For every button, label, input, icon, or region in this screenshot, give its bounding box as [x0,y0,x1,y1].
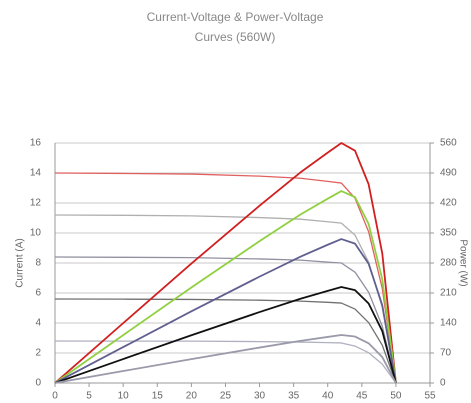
y-tick-label: 0 [35,378,41,389]
y2-tick-label: 350 [440,228,457,239]
current-curve [54,172,397,384]
chart-title: Current-Voltage & Power-Voltage [147,10,324,24]
chart-subtitle: Curves (560W) [195,30,276,44]
x-tick-label: 45 [356,391,368,402]
power-curve [54,286,397,384]
y2-tick-label: 210 [440,288,457,299]
y-tick-label: 10 [30,228,42,239]
y-axis-title: Current (A) [15,238,26,287]
x-tick-label: 40 [322,391,334,402]
y-tick-label: 16 [30,138,42,149]
current-curve [54,298,397,384]
y-tick-label: 6 [35,288,41,299]
y-tick-label: 8 [35,258,41,269]
x-tick-label: 35 [288,391,300,402]
power-curve [54,142,397,384]
y2-tick-label: 420 [440,198,457,209]
y2-tick-label: 490 [440,168,457,179]
power-curve [54,334,397,384]
power-curve [54,190,397,384]
x-tick-label: 20 [186,391,198,402]
y2-tick-label: 280 [440,258,457,269]
y2-axis-title: Power (W) [457,239,468,286]
y-tick-label: 2 [35,348,41,359]
y-tick-label: 14 [30,168,42,179]
y-tick-label: 12 [30,198,42,209]
current-curve [54,340,397,384]
x-tick-label: 50 [390,391,402,402]
x-tick-label: 25 [220,391,232,402]
current-curve [54,256,397,384]
x-tick-label: 15 [152,391,164,402]
x-tick-label: 30 [254,391,266,402]
x-tick-label: 55 [424,391,436,402]
y2-tick-label: 140 [440,318,457,329]
y-tick-label: 4 [35,318,41,329]
y2-tick-label: 0 [440,378,446,389]
y2-tick-label: 70 [440,348,452,359]
x-tick-label: 0 [52,391,58,402]
y2-tick-label: 560 [440,138,457,149]
x-tick-label: 10 [118,391,130,402]
power-curve [54,238,397,384]
x-tick-label: 5 [86,391,92,402]
